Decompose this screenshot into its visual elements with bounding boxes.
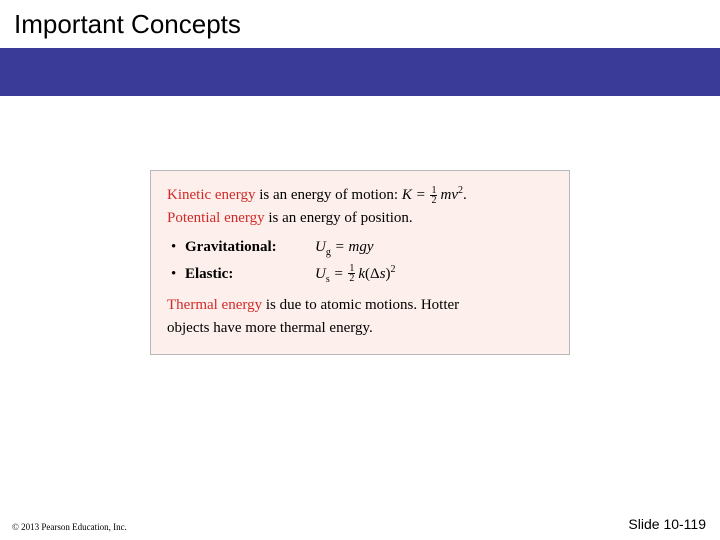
kinetic-text: is an energy of motion: — [255, 187, 401, 203]
thermal-text1: is due to atomic motions. Hotter — [262, 297, 459, 313]
grav-sub: g — [326, 247, 331, 258]
thermal-line2: objects have more thermal energy. — [167, 317, 553, 340]
potential-sublist: • Gravitational: Ug = mgy • Elastic: Us … — [167, 235, 553, 288]
gravitational-label: Gravitational: — [185, 235, 315, 261]
bullet-icon: • — [167, 235, 185, 261]
elastic-label: Elastic: — [185, 262, 315, 288]
elastic-item: • Elastic: Us = 12k(Δs)2 — [167, 261, 553, 288]
frac-num: 1 — [430, 186, 437, 196]
kinetic-term: Kinetic energy — [167, 187, 255, 203]
kinetic-v: v — [451, 187, 458, 203]
thermal-term: Thermal energy — [167, 297, 262, 313]
potential-text: is an energy of position. — [265, 210, 413, 226]
grav-g: g — [359, 239, 367, 255]
elas-sub: s — [326, 274, 330, 285]
grav-y: y — [367, 239, 374, 255]
kinetic-line: Kinetic energy is an energy of motion: K… — [167, 183, 553, 207]
frac-den: 2 — [430, 196, 437, 205]
copyright: © 2013 Pearson Education, Inc. — [12, 522, 127, 532]
kinetic-m: m — [440, 187, 451, 203]
elastic-frac: 12 — [348, 264, 355, 283]
title-band: Important Concepts — [0, 0, 720, 48]
kinetic-eq-lhs: K — [402, 187, 412, 203]
kinetic-exp: 2 — [458, 185, 463, 196]
title-rule — [0, 48, 720, 96]
gravitational-item: • Gravitational: Ug = mgy — [167, 235, 553, 261]
concepts-box: Kinetic energy is an energy of motion: K… — [150, 170, 570, 355]
gravitational-eq: Ug = mgy — [315, 235, 373, 261]
slide: Important Concepts Kinetic energy is an … — [0, 0, 720, 540]
grav-U: U — [315, 239, 326, 255]
slide-number: Slide 10-119 — [628, 516, 706, 532]
kinetic-eq: K = 12mv2 — [402, 187, 463, 203]
thermal-line1: Thermal energy is due to atomic motions.… — [167, 294, 553, 317]
bullet-icon: • — [167, 262, 185, 288]
potential-term: Potential energy — [167, 210, 265, 226]
elas-U: U — [315, 266, 326, 282]
kinetic-frac: 12 — [430, 186, 437, 205]
elas-delta: Δ — [370, 266, 380, 282]
elastic-eq: Us = 12k(Δs)2 — [315, 261, 396, 288]
page-title: Important Concepts — [14, 9, 241, 40]
grav-m: m — [348, 239, 359, 255]
elas-exp: 2 — [391, 264, 396, 275]
potential-line: Potential energy is an energy of positio… — [167, 207, 553, 230]
frac-den: 2 — [348, 274, 355, 283]
